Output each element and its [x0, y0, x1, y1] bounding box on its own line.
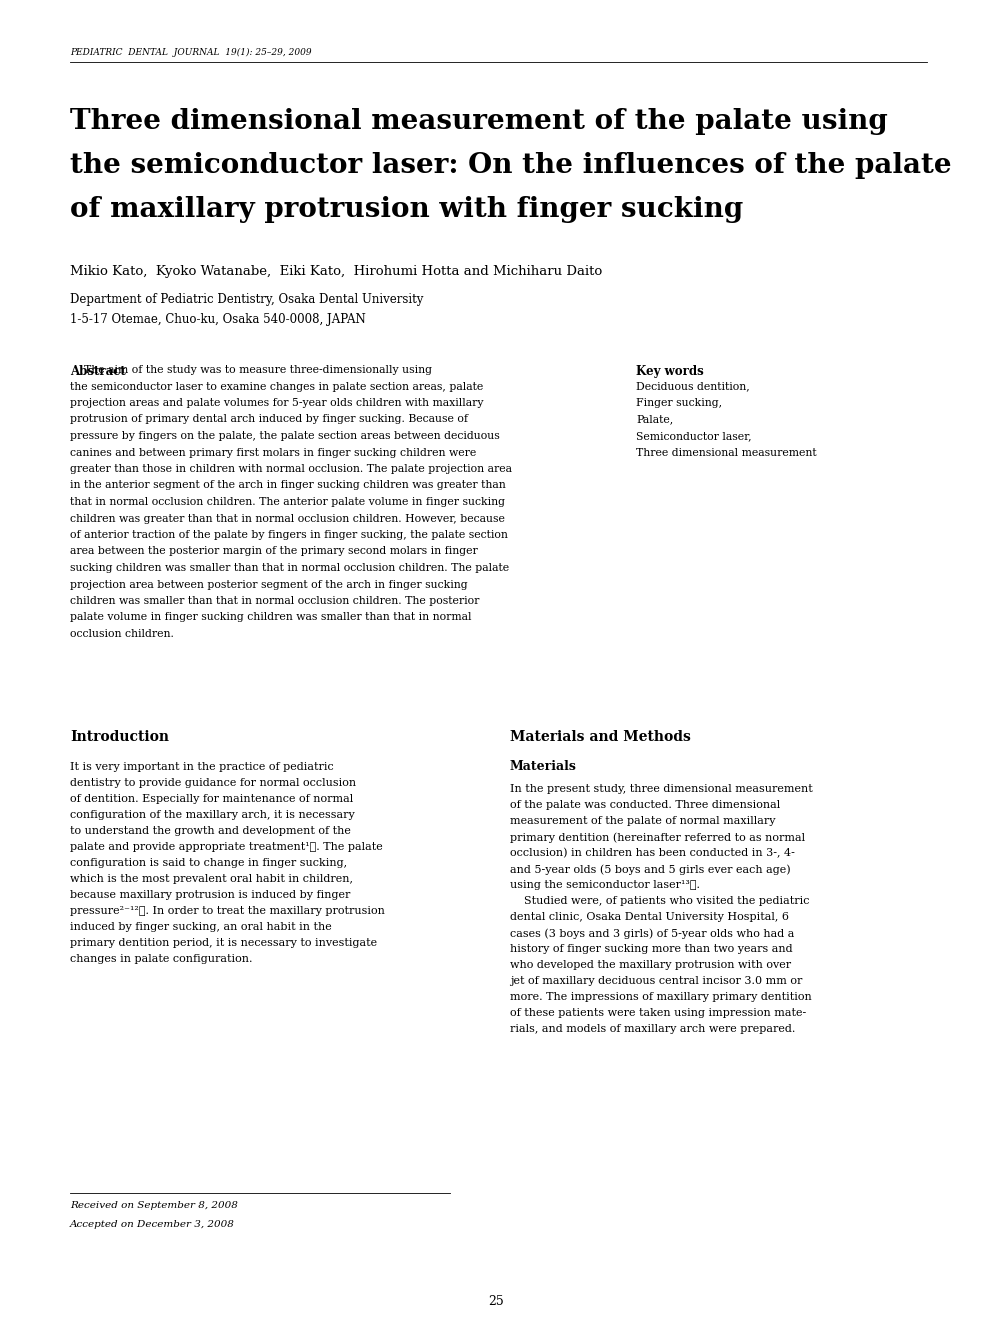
Text: to understand the growth and development of the: to understand the growth and development… [70, 826, 351, 836]
Text: Three dimensional measurement: Three dimensional measurement [636, 447, 816, 458]
Text: Accepted on December 3, 2008: Accepted on December 3, 2008 [70, 1220, 235, 1229]
Text: Mikio Kato,  Kyoko Watanabe,  Eiki Kato,  Hirohumi Hotta and Michiharu Daito: Mikio Kato, Kyoko Watanabe, Eiki Kato, H… [70, 265, 602, 278]
Text: jet of maxillary deciduous central incisor 3.0 mm or: jet of maxillary deciduous central incis… [510, 976, 803, 986]
Text: of these patients were taken using impression mate-: of these patients were taken using impre… [510, 1008, 806, 1017]
Text: in the anterior segment of the arch in finger sucking children was greater than: in the anterior segment of the arch in f… [70, 480, 506, 491]
Text: Introduction: Introduction [70, 730, 169, 744]
Text: Finger sucking,: Finger sucking, [636, 398, 722, 407]
Text: occlusion) in children has been conducted in 3-, 4-: occlusion) in children has been conducte… [510, 848, 795, 859]
Text: Deciduous dentition,: Deciduous dentition, [636, 381, 750, 392]
Text: configuration of the maxillary arch, it is necessary: configuration of the maxillary arch, it … [70, 810, 355, 820]
Text: pressure by fingers on the palate, the palate section areas between deciduous: pressure by fingers on the palate, the p… [70, 431, 500, 441]
Text: the semiconductor laser to examine changes in palate section areas, palate: the semiconductor laser to examine chang… [70, 381, 483, 392]
Text: of the palate was conducted. Three dimensional: of the palate was conducted. Three dimen… [510, 800, 781, 810]
Text: of anterior traction of the palate by fingers in finger sucking, the palate sect: of anterior traction of the palate by fi… [70, 531, 508, 540]
Text: dentistry to provide guidance for normal occlusion: dentistry to provide guidance for normal… [70, 778, 356, 789]
Text: changes in palate configuration.: changes in palate configuration. [70, 954, 253, 964]
Text: greater than those in children with normal occlusion. The palate projection area: greater than those in children with norm… [70, 464, 512, 474]
Text: PEDIATRIC  DENTAL  JOURNAL  19(1): 25–29, 2009: PEDIATRIC DENTAL JOURNAL 19(1): 25–29, 2… [70, 48, 311, 57]
Text: projection area between posterior segment of the arch in finger sucking: projection area between posterior segmen… [70, 579, 467, 590]
Text: the semiconductor laser: On the influences of the palate: the semiconductor laser: On the influenc… [70, 152, 951, 179]
Text: projection areas and palate volumes for 5-year olds children with maxillary: projection areas and palate volumes for … [70, 398, 483, 407]
Text: using the semiconductor laser¹³⧠.: using the semiconductor laser¹³⧠. [510, 880, 700, 890]
Text: protrusion of primary dental arch induced by finger sucking. Because of: protrusion of primary dental arch induce… [70, 414, 468, 425]
Text: cases (3 boys and 3 girls) of 5-year olds who had a: cases (3 boys and 3 girls) of 5-year old… [510, 927, 795, 938]
Text: Materials: Materials [510, 759, 577, 773]
Text: It is very important in the practice of pediatric: It is very important in the practice of … [70, 762, 333, 773]
Text: Semiconductor laser,: Semiconductor laser, [636, 431, 752, 441]
Text: history of finger sucking more than two years and: history of finger sucking more than two … [510, 945, 793, 954]
Text: palate volume in finger sucking children was smaller than that in normal: palate volume in finger sucking children… [70, 613, 471, 623]
Text: The aim of the study was to measure three-dimensionally using: The aim of the study was to measure thre… [70, 365, 432, 374]
Text: of maxillary protrusion with finger sucking: of maxillary protrusion with finger suck… [70, 196, 743, 224]
Text: area between the posterior margin of the primary second molars in finger: area between the posterior margin of the… [70, 546, 478, 557]
Text: primary dentition period, it is necessary to investigate: primary dentition period, it is necessar… [70, 938, 377, 949]
Text: induced by finger sucking, an oral habit in the: induced by finger sucking, an oral habit… [70, 922, 331, 931]
Text: pressure²⁻¹²⧠. In order to treat the maxillary protrusion: pressure²⁻¹²⧠. In order to treat the max… [70, 906, 385, 916]
Text: configuration is said to change in finger sucking,: configuration is said to change in finge… [70, 859, 347, 868]
Text: which is the most prevalent oral habit in children,: which is the most prevalent oral habit i… [70, 875, 353, 884]
Text: who developed the maxillary protrusion with over: who developed the maxillary protrusion w… [510, 960, 792, 970]
Text: rials, and models of maxillary arch were prepared.: rials, and models of maxillary arch were… [510, 1024, 796, 1035]
Text: palate and provide appropriate treatment¹⧠. The palate: palate and provide appropriate treatment… [70, 841, 383, 852]
Text: dental clinic, Osaka Dental University Hospital, 6: dental clinic, Osaka Dental University H… [510, 912, 789, 922]
Text: In the present study, three dimensional measurement: In the present study, three dimensional … [510, 785, 812, 794]
Text: 25: 25 [488, 1295, 504, 1308]
Text: measurement of the palate of normal maxillary: measurement of the palate of normal maxi… [510, 816, 776, 826]
Text: primary dentition (hereinafter referred to as normal: primary dentition (hereinafter referred … [510, 832, 806, 843]
Text: that in normal occlusion children. The anterior palate volume in finger sucking: that in normal occlusion children. The a… [70, 497, 505, 507]
Text: Department of Pediatric Dentistry, Osaka Dental University: Department of Pediatric Dentistry, Osaka… [70, 292, 424, 306]
Text: 1-5-17 Otemae, Chuo-ku, Osaka 540-0008, JAPAN: 1-5-17 Otemae, Chuo-ku, Osaka 540-0008, … [70, 314, 366, 325]
Text: Studied were, of patients who visited the pediatric: Studied were, of patients who visited th… [510, 896, 809, 906]
Text: of dentition. Especially for maintenance of normal: of dentition. Especially for maintenance… [70, 794, 353, 804]
Text: Palate,: Palate, [636, 414, 674, 425]
Text: and 5-year olds (5 boys and 5 girls ever each age): and 5-year olds (5 boys and 5 girls ever… [510, 864, 791, 875]
Text: sucking children was smaller than that in normal occlusion children. The palate: sucking children was smaller than that i… [70, 564, 509, 573]
Text: Materials and Methods: Materials and Methods [510, 730, 690, 744]
Text: because maxillary protrusion is induced by finger: because maxillary protrusion is induced … [70, 890, 350, 900]
Text: Three dimensional measurement of the palate using: Three dimensional measurement of the pal… [70, 108, 888, 135]
Text: children was smaller than that in normal occlusion children. The posterior: children was smaller than that in normal… [70, 595, 479, 606]
Text: Key words: Key words [636, 365, 703, 378]
Text: children was greater than that in normal occlusion children. However, because: children was greater than that in normal… [70, 513, 505, 524]
Text: Received on September 8, 2008: Received on September 8, 2008 [70, 1201, 238, 1211]
Text: canines and between primary first molars in finger sucking children were: canines and between primary first molars… [70, 447, 476, 458]
Text: more. The impressions of maxillary primary dentition: more. The impressions of maxillary prima… [510, 992, 811, 1002]
Text: occlusion children.: occlusion children. [70, 628, 174, 639]
Text: Abstract: Abstract [70, 365, 126, 378]
